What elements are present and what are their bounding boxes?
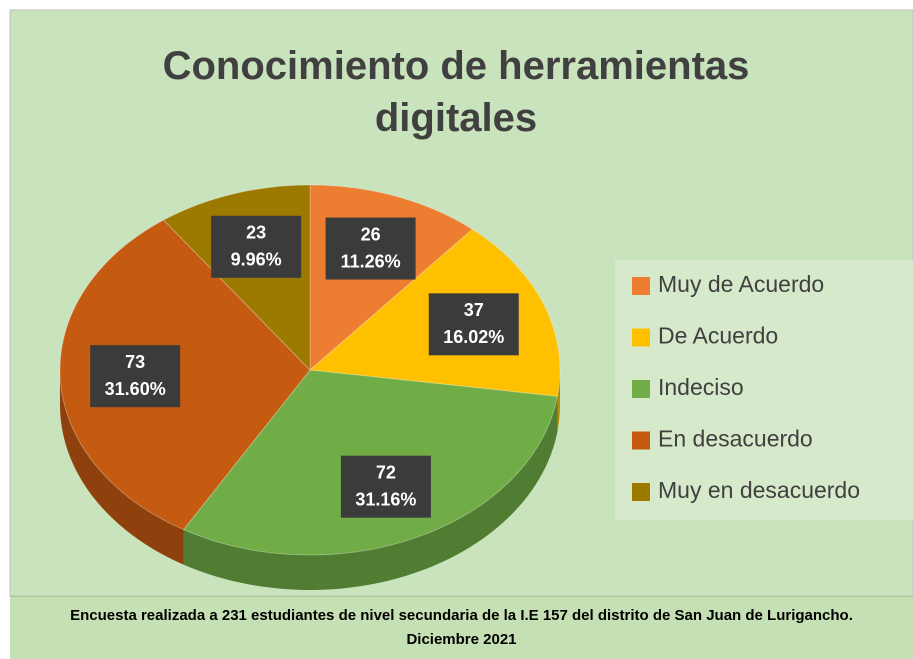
chart-title: Conocimiento de herramientas digitales xyxy=(162,44,750,140)
data-label-box xyxy=(428,293,519,356)
data-label-box xyxy=(325,217,416,280)
legend-swatch xyxy=(632,431,650,450)
data-label-value: 73 xyxy=(125,352,145,372)
slice xyxy=(59,219,311,531)
data-label-percent: 31.16% xyxy=(355,489,416,509)
data-label-box xyxy=(340,455,431,518)
data-label-value: 26 xyxy=(361,224,381,244)
data-label-percent: 9.96% xyxy=(231,250,282,270)
legend-label: Muy de Acuerdo xyxy=(658,271,824,297)
legend-swatch xyxy=(632,483,650,501)
data-label-value: 37 xyxy=(464,300,484,320)
footnote: Encuesta realizada a 231 estudiantes de … xyxy=(70,607,853,648)
data-label-value: 23 xyxy=(246,223,266,243)
footer: Encuesta realizada a 231 estudiantes de … xyxy=(10,596,913,659)
legend-label: De Acuerdo xyxy=(658,323,778,349)
legend-box xyxy=(615,260,913,520)
legend-label: En desacuerdo xyxy=(658,426,813,452)
data-label-percent: 31.60% xyxy=(105,379,166,399)
data-label-box xyxy=(90,345,181,408)
data-label-value: 72 xyxy=(376,462,396,482)
data-label-box xyxy=(211,215,302,278)
legend-label: Indeciso xyxy=(658,374,744,400)
data-label-percent: 16.02% xyxy=(443,327,504,347)
legend-swatch xyxy=(632,277,650,295)
legend-swatch xyxy=(632,328,650,347)
data-label-percent: 11.26% xyxy=(341,251,401,271)
slice-side xyxy=(183,396,558,591)
legend-swatch xyxy=(632,380,650,398)
slice-side xyxy=(557,370,560,432)
slice-side xyxy=(60,370,184,565)
legend-label: Muy en desacuerdo xyxy=(658,477,860,503)
